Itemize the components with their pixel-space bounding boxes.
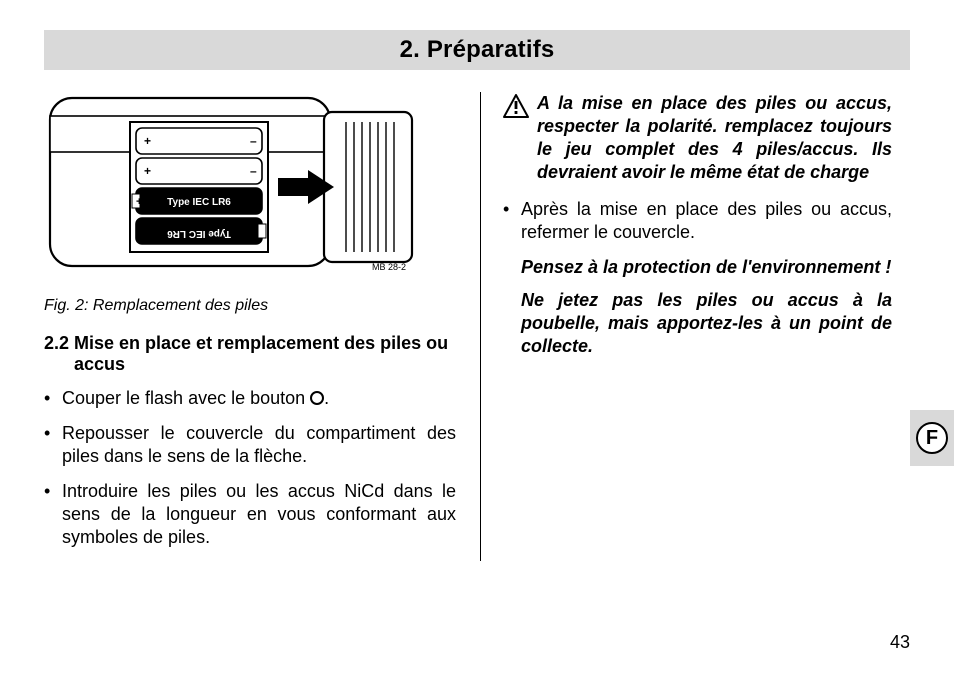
- warning-icon: [503, 94, 529, 123]
- power-button-icon: [310, 391, 324, 405]
- language-letter: F: [916, 422, 948, 454]
- bullet-item: Couper le flash avec le bouton .: [44, 387, 456, 410]
- subsection-heading: 2.2 Mise en place et remplacement des pi…: [44, 333, 456, 375]
- figure-corner-label: MB 28-2: [372, 262, 406, 272]
- warning-block: A la mise en place des piles ou accus, r…: [503, 92, 892, 184]
- bullet-item: Introduire les piles ou les accus NiCd d…: [44, 480, 456, 549]
- bullet-item: Après la mise en place des piles ou accu…: [503, 198, 892, 244]
- battery-diagram-svg: + – + – Type IEC LR6 Type IEC LR6 +: [44, 92, 424, 282]
- svg-text:+: +: [136, 196, 142, 208]
- emphasis-env: Pensez à la protection de l'environnemen…: [521, 256, 892, 279]
- subsection-text: Mise en place et remplacement des piles …: [74, 333, 456, 375]
- subsection-number: 2.2: [44, 333, 74, 375]
- left-bullet-list: Couper le flash avec le bouton . Repouss…: [44, 387, 456, 549]
- svg-text:–: –: [250, 164, 257, 178]
- bullet-text-suffix: .: [324, 388, 329, 408]
- page-number: 43: [890, 632, 910, 653]
- figure-battery-compartment: + – + – Type IEC LR6 Type IEC LR6 +: [44, 92, 456, 287]
- battery-type-label-1: Type IEC LR6: [167, 197, 231, 208]
- section-title: 2. Préparatifs: [44, 30, 910, 70]
- figure-caption: Fig. 2: Remplacement des piles: [44, 297, 456, 315]
- warning-text: A la mise en place des piles ou accus, r…: [537, 92, 892, 184]
- columns: + – + – Type IEC LR6 Type IEC LR6 +: [44, 92, 910, 561]
- svg-text:–: –: [250, 134, 257, 148]
- bullet-text: Couper le flash avec le bouton: [62, 388, 310, 408]
- svg-text:+: +: [144, 134, 151, 148]
- bullet-text: Après la mise en place des piles ou accu…: [521, 199, 892, 242]
- left-column: + – + – Type IEC LR6 Type IEC LR6 +: [44, 92, 456, 561]
- bullet-text: Introduire les piles ou les accus NiCd d…: [62, 481, 456, 547]
- bullet-text: Repousser le couvercle du compartiment d…: [62, 423, 456, 466]
- svg-text:+: +: [144, 164, 151, 178]
- bullet-item: Repousser le couvercle du compartiment d…: [44, 422, 456, 468]
- emphasis-recycle: Ne jetez pas les piles ou accus à la pou…: [521, 289, 892, 358]
- battery-type-label-2: Type IEC LR6: [167, 228, 231, 239]
- page: 2. Préparatifs: [0, 0, 954, 675]
- language-tab: F: [910, 410, 954, 466]
- right-column: A la mise en place des piles ou accus, r…: [480, 92, 892, 561]
- right-bullet-list: Après la mise en place des piles ou accu…: [503, 198, 892, 244]
